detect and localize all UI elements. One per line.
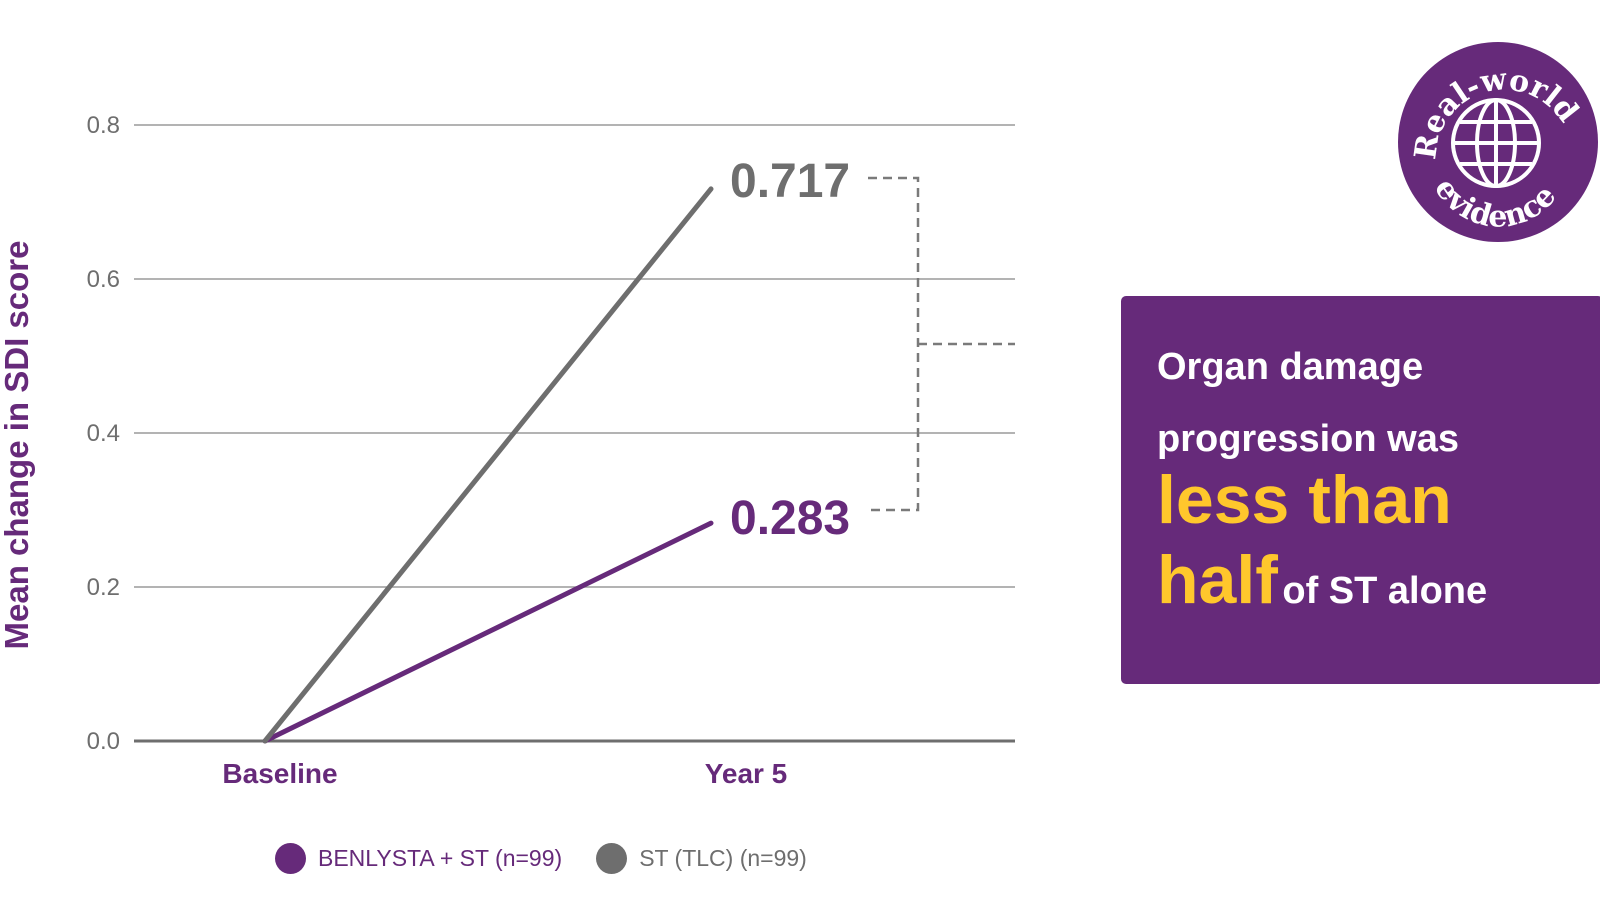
legend-item-st: ST (TLC) (n=99) xyxy=(596,842,807,874)
callout-line-2: progression was xyxy=(1157,418,1459,460)
data-label-st: 0.717 xyxy=(730,155,850,208)
legend: BENLYSTA + ST (n=99) ST (TLC) (n=99) xyxy=(275,840,807,876)
legend-marker-benlysta xyxy=(275,842,306,874)
x-tick-year5: Year 5 xyxy=(705,758,788,789)
data-label-benlysta: 0.283 xyxy=(730,492,850,545)
legend-item-benlysta: BENLYSTA + ST (n=99) xyxy=(275,842,563,874)
callout-rest: of ST alone xyxy=(1282,570,1488,612)
y-tick-label: 0.8 xyxy=(87,112,120,139)
callout-line-1: Organ damage xyxy=(1157,346,1424,388)
globe-icon xyxy=(1451,98,1541,188)
y-tick-label: 0.6 xyxy=(87,266,120,293)
series-line-st xyxy=(262,186,714,744)
y-axis-label: Mean change in SDI score xyxy=(0,241,35,650)
y-tick-label: 0.0 xyxy=(87,728,120,755)
legend-label-benlysta: BENLYSTA + ST (n=99) xyxy=(318,844,563,871)
comparison-bracket xyxy=(868,176,1015,512)
x-tick-baseline: Baseline xyxy=(222,758,337,789)
legend-label-st: ST (TLC) (n=99) xyxy=(639,844,807,871)
callout-highlight-1: less than xyxy=(1157,462,1452,538)
real-world-evidence-badge: Real-world evidence xyxy=(1398,42,1598,242)
callout-highlight-2: half xyxy=(1157,542,1278,618)
series-line-benlysta xyxy=(262,520,714,744)
callout-box: Organ damage progression was less than h… xyxy=(1121,296,1600,684)
legend-marker-st xyxy=(596,842,628,874)
chart: 0.8 0.6 0.4 0.2 0.0 Mean change in SDI score… xyxy=(0,112,1015,789)
y-tick-label: 0.2 xyxy=(87,574,120,601)
y-tick-label: 0.4 xyxy=(87,420,120,447)
